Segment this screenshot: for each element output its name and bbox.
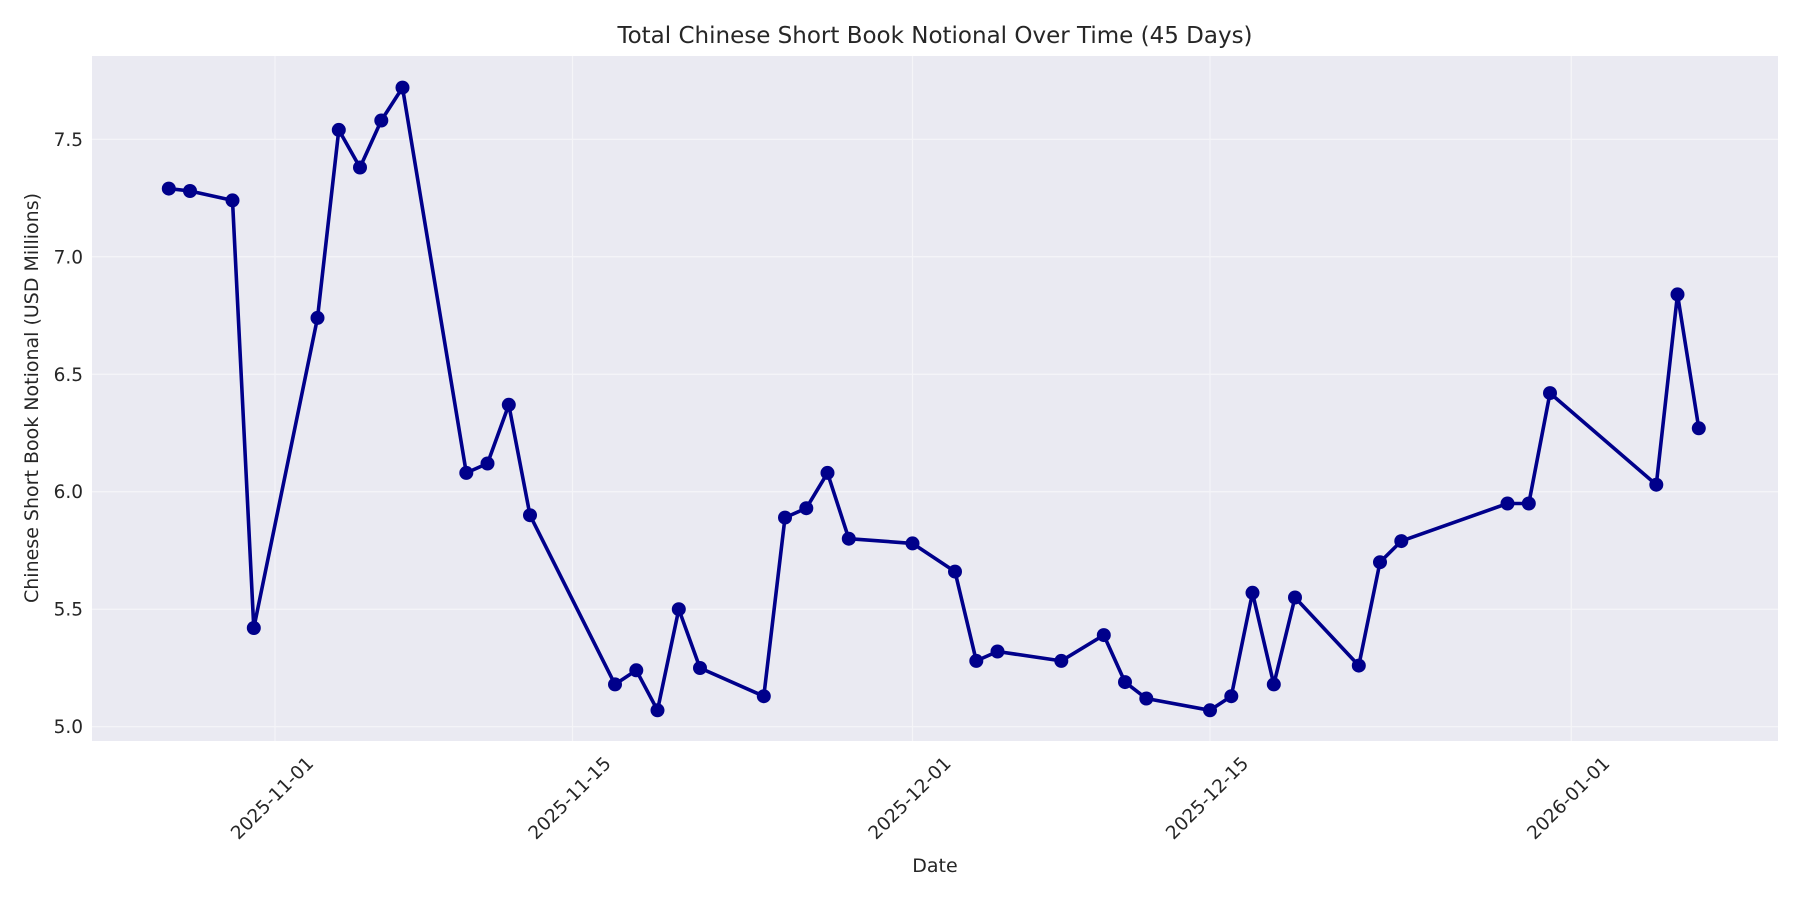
data-point-marker [1543,386,1557,401]
data-point-marker [1500,496,1515,511]
data-point-marker [1245,585,1260,600]
data-point-marker [225,193,240,208]
data-point-marker [501,397,516,412]
data-point-marker [1118,675,1132,690]
data-point-marker [331,122,346,137]
data-point-marker [1054,653,1069,668]
data-point-marker [353,160,367,175]
data-point-marker [1096,628,1111,643]
data-point-marker [1351,658,1366,673]
y-tick-label: 7.5 [54,130,83,151]
data-point-marker [756,689,771,704]
data-point-marker [523,508,537,523]
data-point-marker [161,181,176,196]
data-series [161,80,1706,718]
data-point-marker [650,703,665,718]
data-point-marker [905,536,920,551]
plot-background [92,56,1778,741]
data-point-marker [778,510,792,525]
y-tick-label: 5.5 [54,600,83,621]
data-point-marker [799,501,814,516]
data-point-marker [608,677,622,692]
data-point-marker [395,80,410,95]
y-tick-label: 6.0 [54,482,83,503]
plot-area [92,56,1778,741]
data-point-marker [629,663,644,678]
data-point-marker [1670,287,1685,302]
data-point-marker [1224,689,1239,704]
data-point-marker [1266,677,1281,692]
data-point-marker [1649,477,1664,492]
x-gridlines [274,56,1572,741]
data-point-marker [1139,691,1154,706]
data-point-marker [671,602,686,617]
y-tick-label: 6.5 [54,365,83,386]
data-point-marker [1373,555,1387,570]
data-point-marker [948,564,962,579]
y-axis-ticks: 5.0 5.5 6.0 6.5 7.0 7.5 [54,130,83,738]
data-point-marker [459,465,474,480]
data-point-marker [1288,590,1302,605]
y-tick-label: 7.0 [54,247,83,268]
x-axis-label: Date [912,855,957,877]
data-point-marker [969,653,984,668]
data-point-marker [246,621,261,635]
data-point-marker [820,465,835,480]
data-point-marker [183,184,197,198]
data-point-marker [1203,703,1217,718]
y-tick-label: 5.0 [54,717,83,738]
data-point-marker [990,644,1005,659]
data-point-marker [841,531,856,546]
chart-title: Total Chinese Short Book Notional Over T… [616,23,1252,49]
y-axis-label: Chinese Short Book Notional (USD Million… [21,193,43,603]
data-point-marker [310,310,325,325]
data-point-marker [480,456,495,471]
series-markers [161,80,1706,718]
data-point-marker [693,661,707,675]
data-point-marker [1691,421,1706,436]
data-point-marker [374,113,389,128]
data-point-marker [1521,496,1536,511]
data-point-marker [1394,534,1409,549]
